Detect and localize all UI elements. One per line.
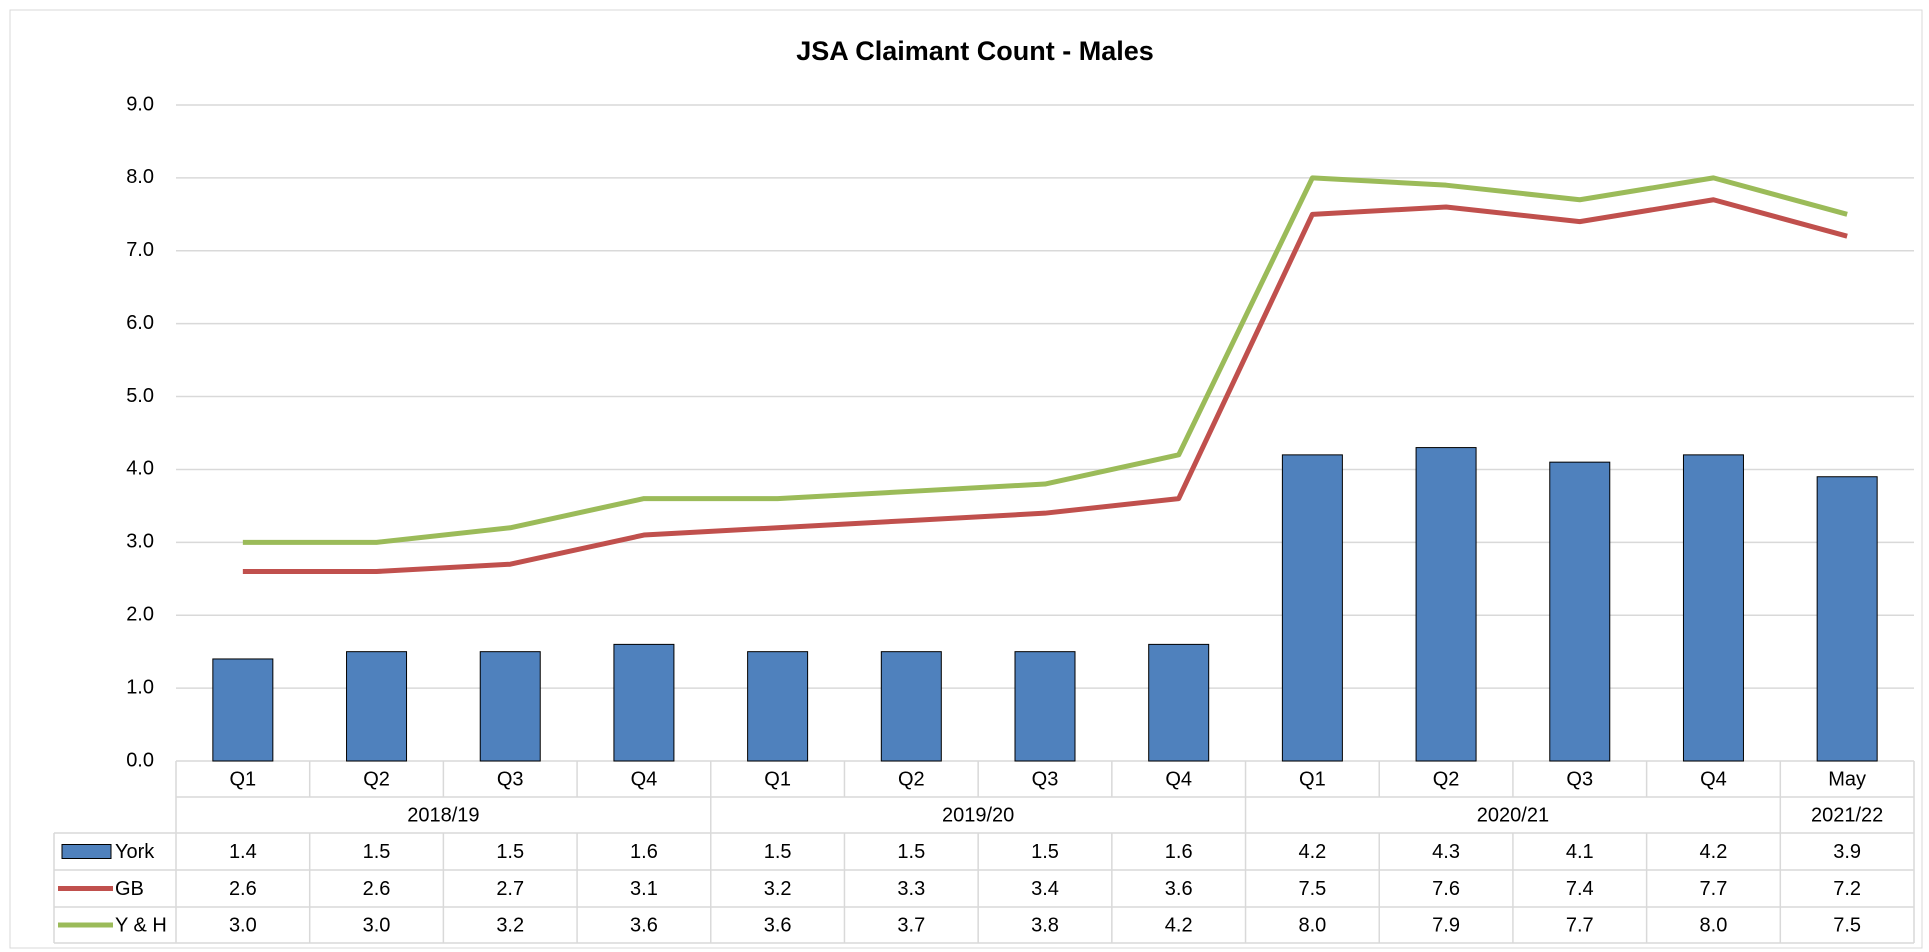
x-tick-label: Q1 xyxy=(1299,768,1326,790)
x-tick-label: Q4 xyxy=(1165,768,1192,790)
bar xyxy=(346,651,408,762)
y-tick-label: 0.0 xyxy=(126,749,154,771)
y-tick-label: 5.0 xyxy=(126,385,154,407)
x-tick-label: Q3 xyxy=(1032,768,1059,790)
bar xyxy=(1281,454,1343,762)
table-value: 7.7 xyxy=(1566,914,1594,936)
table-value: 7.5 xyxy=(1833,914,1861,936)
table-value: 1.4 xyxy=(229,841,257,863)
bar xyxy=(1014,651,1076,762)
x-tick-label: Q1 xyxy=(764,768,791,790)
legend-key xyxy=(61,844,112,859)
x-tick-label: Q4 xyxy=(631,768,658,790)
y-tick-label: 6.0 xyxy=(126,312,154,334)
table-value: 7.6 xyxy=(1432,878,1460,900)
x-tick-label: Q4 xyxy=(1700,768,1727,790)
table-value: 4.3 xyxy=(1432,841,1460,863)
table-value: 1.5 xyxy=(897,841,925,863)
bar xyxy=(1816,476,1878,762)
line xyxy=(242,175,1848,545)
table-value: 1.5 xyxy=(363,841,391,863)
table-value: 4.2 xyxy=(1700,841,1728,863)
table-value: 1.5 xyxy=(764,841,792,863)
table-value: 3.6 xyxy=(764,914,792,936)
bar xyxy=(479,651,541,762)
x-tick-label: Q3 xyxy=(1566,768,1593,790)
table-value: 2.6 xyxy=(363,878,391,900)
table-value: 4.1 xyxy=(1566,841,1594,863)
table-value: 3.2 xyxy=(764,878,792,900)
bar xyxy=(880,651,942,762)
table-value: 3.6 xyxy=(1165,878,1193,900)
bar xyxy=(1682,454,1744,762)
group-label: 2019/20 xyxy=(942,804,1014,826)
table-value: 3.4 xyxy=(1031,878,1059,900)
line xyxy=(242,197,1848,574)
bar xyxy=(1549,461,1611,762)
table-value: 2.6 xyxy=(229,878,257,900)
table-value: 3.0 xyxy=(229,914,257,936)
x-tick-label: May xyxy=(1828,768,1866,790)
table-value: 2.7 xyxy=(496,878,524,900)
bar xyxy=(613,643,675,762)
x-tick-label: Q3 xyxy=(497,768,524,790)
legend-label: York xyxy=(115,841,155,863)
y-tick-label: 7.0 xyxy=(126,239,154,261)
legend-label: GB xyxy=(115,878,144,900)
x-tick-label: Q2 xyxy=(898,768,925,790)
x-tick-label: Q2 xyxy=(1433,768,1460,790)
table-value: 1.6 xyxy=(1165,841,1193,863)
table-value: 3.2 xyxy=(496,914,524,936)
y-tick-label: 3.0 xyxy=(126,531,154,553)
table-value: 7.5 xyxy=(1298,878,1326,900)
table-value: 7.2 xyxy=(1833,878,1861,900)
table-value: 3.0 xyxy=(363,914,391,936)
table-value: 1.6 xyxy=(630,841,658,863)
table-value: 3.8 xyxy=(1031,914,1059,936)
y-tick-label: 9.0 xyxy=(126,93,154,115)
table-value: 3.7 xyxy=(897,914,925,936)
x-tick-label: Q2 xyxy=(363,768,390,790)
bar xyxy=(1148,643,1210,762)
table-value: 7.4 xyxy=(1566,878,1594,900)
group-label: 2018/19 xyxy=(407,804,479,826)
table-value: 7.7 xyxy=(1700,878,1728,900)
table-value: 4.2 xyxy=(1165,914,1193,936)
legend-label: Y & H xyxy=(115,914,167,936)
table-value: 3.9 xyxy=(1833,841,1861,863)
bar xyxy=(747,651,809,762)
group-label: 2020/21 xyxy=(1477,804,1549,826)
table-value: 3.1 xyxy=(630,878,658,900)
table-value: 7.9 xyxy=(1432,914,1460,936)
chart-title: JSA Claimant Count - Males xyxy=(796,36,1154,66)
bar xyxy=(212,658,274,762)
table-value: 1.5 xyxy=(1031,841,1059,863)
table-value: 8.0 xyxy=(1298,914,1326,936)
y-tick-label: 4.0 xyxy=(126,458,154,480)
y-tick-label: 2.0 xyxy=(126,604,154,626)
table-value: 1.5 xyxy=(496,841,524,863)
table-value: 3.6 xyxy=(630,914,658,936)
x-tick-label: Q1 xyxy=(230,768,257,790)
table-value: 8.0 xyxy=(1700,914,1728,936)
bar xyxy=(1415,447,1477,762)
group-label: 2021/22 xyxy=(1811,804,1883,826)
table-value: 3.3 xyxy=(897,878,925,900)
y-tick-label: 8.0 xyxy=(126,166,154,188)
y-tick-label: 1.0 xyxy=(126,676,154,698)
table-value: 4.2 xyxy=(1298,841,1326,863)
